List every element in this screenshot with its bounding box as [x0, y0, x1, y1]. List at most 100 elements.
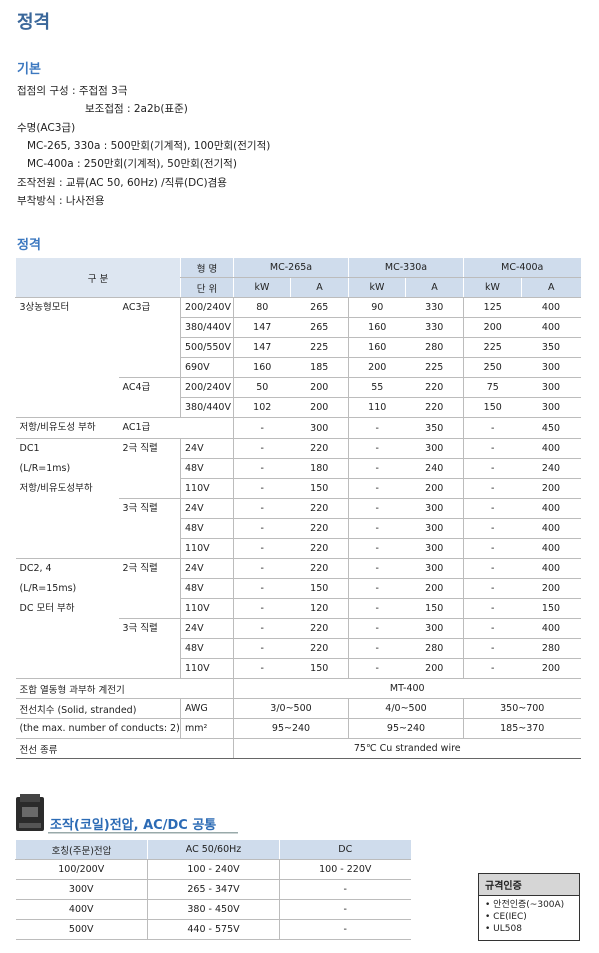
value-cell: 400 [521, 558, 581, 579]
wire-size-label: 전선치수 (Solid, stranded) [15, 698, 181, 719]
value-cell: 75 [463, 377, 522, 398]
value-cell: 160 [233, 357, 291, 378]
wire-size-unit: mm² [180, 718, 234, 739]
cell: 400V [15, 899, 148, 920]
wire-size-value: 185~370 [463, 718, 581, 739]
data-row: DC2, 4 (L/R=15ms) DC 모터 부하 2극 직렬 24V -220-300… [15, 558, 581, 679]
value-cell: 90 [348, 297, 406, 318]
data-row: 110V -150-200-200 [16, 478, 581, 499]
value-cell: 120 [290, 598, 349, 619]
wire-type-row: 전선 종류 75℃ Cu stranded wire [15, 738, 581, 759]
value-cell: 240 [521, 458, 581, 479]
value-cell: 200 [290, 397, 349, 418]
cert-item: 안전인증(~300A) [479, 896, 579, 911]
value-cell: 300 [521, 397, 581, 418]
value-cell: 220 [290, 518, 349, 539]
cell: 300V [15, 879, 148, 900]
value-cell: 147 [233, 337, 291, 358]
subgroup-cell: AC3급 [118, 297, 181, 378]
value-cell: - [463, 478, 522, 499]
value-cell: 400 [521, 518, 581, 539]
value-cell: - [348, 458, 406, 479]
value-cell: 400 [521, 498, 581, 519]
value-cell: 350 [521, 337, 581, 358]
coil-heading: 조작(코일)전압, AC/DC 공통 [50, 818, 217, 833]
value-cell: - [348, 417, 406, 439]
value-cell: 280 [405, 337, 464, 358]
wire-type-label: 전선 종류 [15, 738, 234, 759]
data-row: 3극 직렬 24V -220-300-400 [16, 498, 581, 559]
group-label: DC1 [19, 443, 40, 454]
wire-size-value: 95~240 [233, 718, 349, 739]
value-cell: 300 [521, 357, 581, 378]
cert-heading: 규격인증 [479, 874, 579, 896]
wire-size-value: 4/0~500 [348, 698, 464, 719]
value-cell: - [463, 417, 522, 439]
value-cell: - [348, 618, 406, 639]
value-cell: 220 [290, 618, 349, 639]
value-cell: - [233, 658, 291, 679]
voltage-cell: 48V [180, 458, 234, 479]
value-cell: 110 [348, 397, 406, 418]
data-row: 3극 직렬 24V -220-300-400 [16, 618, 581, 679]
voltage-cell: 110V [180, 478, 234, 499]
relay-label: 조합 열동형 과부하 계전기 [15, 678, 234, 699]
header-cell: AC 50/60Hz [147, 840, 280, 860]
model-header: MC-400a [463, 258, 581, 278]
value-cell: 300 [405, 538, 464, 559]
subgroup-label: 3극 직렬 [122, 623, 158, 634]
value-cell: 200 [348, 357, 406, 378]
group-label: 3상농형모터 [19, 302, 70, 313]
product-icon [16, 794, 44, 831]
voltage-cell: 48V [180, 638, 234, 659]
wire-size-value: 95~240 [348, 718, 464, 739]
value-cell: - [233, 417, 291, 439]
voltage-cell: 24V [180, 558, 234, 579]
value-cell: 220 [405, 397, 464, 418]
value-cell: 225 [405, 357, 464, 378]
value-cell: 150 [290, 578, 349, 599]
value-cell: 150 [290, 478, 349, 499]
value-cell: 220 [290, 498, 349, 519]
value-cell: 220 [290, 638, 349, 659]
voltage-cell: 48V [180, 578, 234, 599]
data-row: 110V -120-150-150 [16, 598, 581, 619]
data-row: 48V -220-280-280 [16, 638, 581, 659]
subgroup-label: AC3급 [122, 302, 151, 313]
section-heading: 기본 [17, 62, 41, 77]
group-label: DC2, 4 [19, 563, 52, 574]
value-cell: - [463, 658, 522, 679]
value-cell: - [348, 638, 406, 659]
subgroup-label: 2극 직렬 [122, 443, 158, 454]
basic-line: MC-400a : 250만회(기계적), 50만회(전기적) [27, 158, 237, 170]
voltage-cell: 200/240V [180, 377, 234, 398]
value-cell: - [463, 578, 522, 599]
value-cell: 200 [521, 478, 581, 499]
value-cell: 300 [405, 438, 464, 459]
value-cell: 265 [290, 317, 349, 338]
value-cell: 150 [405, 598, 464, 619]
data-row: 100/200V 100 - 240V 100 - 220V [15, 859, 411, 880]
cell: - [279, 879, 411, 900]
cert-box: 규격인증 안전인증(~300A)CE(IEC)UL508 [478, 873, 580, 941]
voltage-cell: 110V [180, 598, 234, 619]
value-cell: - [233, 438, 291, 459]
cell: 265 - 347V [147, 879, 280, 900]
voltage-cell: 380/440V [180, 397, 234, 418]
data-row: DC1 (L/R=1ms) 저항/비유도성부하 2극 직렬 24V -220-300-40… [15, 438, 581, 559]
value-cell: 200 [405, 658, 464, 679]
data-row: AC4급 200/240V 50 200 55 220 75 300 [16, 377, 581, 418]
wire-size-row: 전선치수 (Solid, stranded) AWG 3/0~500 4/0~500 3… [15, 698, 581, 719]
value-cell: 250 [463, 357, 522, 378]
value-cell: 200 [290, 377, 349, 398]
value-cell: 450 [521, 417, 581, 439]
subgroup-cell: 2극 직렬 [118, 558, 181, 619]
value-cell: 300 [290, 417, 349, 439]
group-label: 저항/비유도성 부하 [19, 422, 96, 433]
value-cell: 300 [405, 498, 464, 519]
value-cell: 330 [405, 297, 464, 318]
group-label: (L/R=15ms) [19, 583, 77, 594]
unit-header: A [290, 277, 349, 298]
data-row: 400V 380 - 450V - [15, 899, 411, 920]
